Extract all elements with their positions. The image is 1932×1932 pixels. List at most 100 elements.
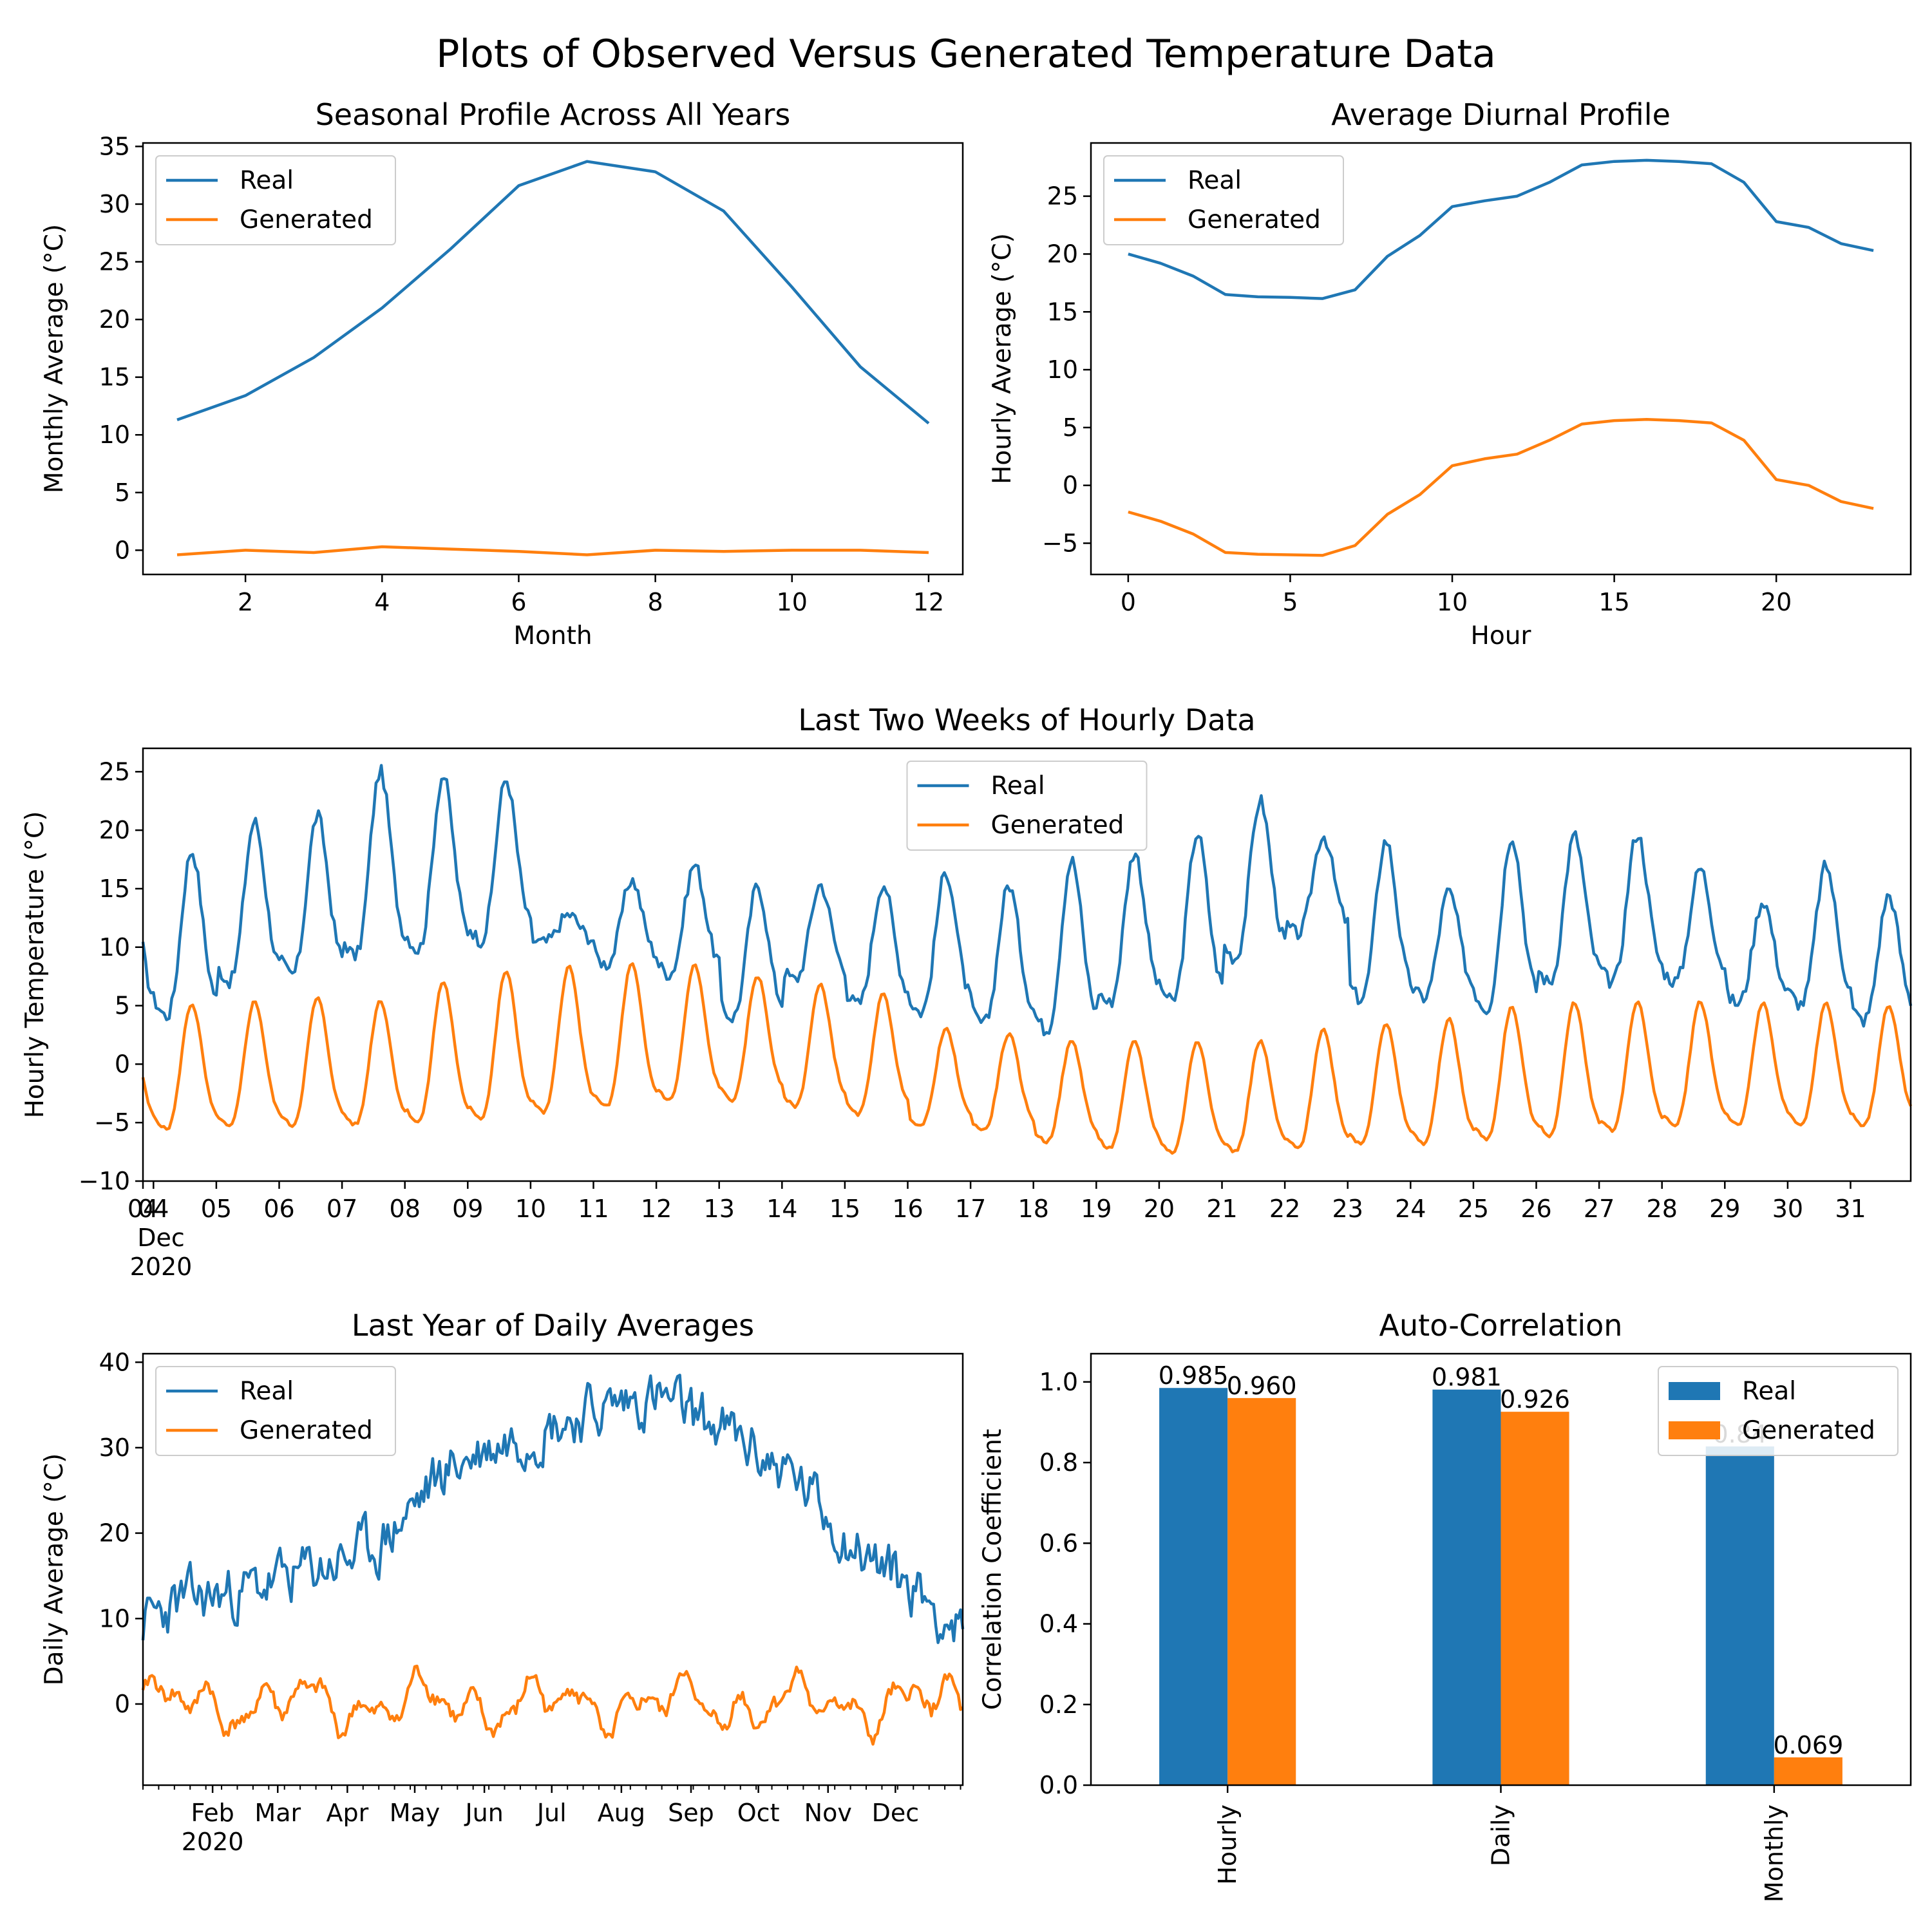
x-axis-label: Month [513, 621, 592, 650]
y-tick-label: 10 [99, 933, 130, 961]
legend-label: Generated [991, 811, 1124, 840]
x-tick-label: 0 [1121, 588, 1136, 616]
y-tick-label: 5 [115, 992, 130, 1020]
x-tick-label: Sep [668, 1799, 714, 1827]
x-tick-label: 10 [1437, 588, 1468, 616]
legend-label: Real [1188, 166, 1242, 195]
y-tick-label: 20 [99, 816, 130, 844]
x-tick-label: 07 [327, 1195, 357, 1223]
y-tick-label: 0.2 [1039, 1690, 1078, 1719]
y-tick-label: −10 [79, 1167, 130, 1195]
y-tick-label: 30 [99, 190, 130, 218]
series-line-generated [141, 1664, 964, 1746]
y-tick-label: 10 [1047, 355, 1078, 384]
y-tick-label: 40 [99, 1348, 130, 1376]
x-tick-label: 20 [1761, 588, 1792, 616]
x-tick-label: 10 [515, 1195, 546, 1223]
x-tick-month-label: Dec [137, 1224, 185, 1252]
chart-title: Auto-Correlation [1379, 1308, 1623, 1343]
legend-box [155, 1366, 396, 1456]
chart-title: Last Two Weeks of Hourly Data [798, 703, 1255, 737]
y-tick-label: 25 [99, 757, 130, 786]
y-tick-label: 0.8 [1039, 1448, 1078, 1477]
chart-hourly: Last Two Weeks of Hourly Data−10−5051015… [21, 703, 1913, 1281]
series-line-real [141, 1374, 965, 1644]
bar-generated-daily [1501, 1412, 1569, 1785]
bar-value-label: 0.981 [1432, 1363, 1502, 1392]
x-tick-label: 11 [578, 1195, 609, 1223]
x-tick-label: 4 [374, 588, 390, 616]
x-tick-label: Dec [872, 1799, 920, 1827]
x-tick-year-label: 2020 [182, 1828, 244, 1856]
legend-label: Generated [240, 205, 373, 234]
y-tick-label: 25 [99, 248, 130, 276]
legend: Real Generated [155, 155, 396, 245]
x-tick-label: 06 [263, 1195, 294, 1223]
x-tick-label: 15 [1598, 588, 1629, 616]
y-tick-label: 20 [99, 305, 130, 334]
y-tick-label: −5 [1042, 529, 1078, 558]
x-tick-label: 10 [777, 588, 808, 616]
legend: Real Generated [155, 1366, 396, 1456]
legend-label: Generated [1742, 1416, 1875, 1445]
x-tick-label: 09 [452, 1195, 483, 1223]
x-tick-label: 31 [1835, 1195, 1866, 1223]
x-tick-label: 6 [511, 588, 526, 616]
x-tick-label: Nov [804, 1799, 852, 1827]
x-tick-label: 05 [201, 1195, 232, 1223]
legend-box [906, 761, 1148, 851]
x-tick-label: 12 [641, 1195, 672, 1223]
y-tick-label: 30 [99, 1434, 130, 1462]
x-tick-label: 27 [1584, 1195, 1615, 1223]
x-tick-label: 20 [1144, 1195, 1175, 1223]
x-tick-label: Mar [254, 1799, 301, 1827]
y-tick-label: 10 [99, 1604, 130, 1633]
legend-box [1103, 155, 1344, 245]
legend-label: Generated [1188, 205, 1321, 234]
x-tick-label: 21 [1206, 1195, 1237, 1223]
x-tick-label: 24 [1395, 1195, 1426, 1223]
y-tick-label: 0 [115, 1690, 130, 1718]
x-tick-label: Jul [536, 1799, 567, 1827]
x-tick-label: Apr [327, 1799, 369, 1827]
x-tick-label: Aug [598, 1799, 645, 1827]
axes-frame [1090, 142, 1912, 576]
y-tick-label: −5 [94, 1108, 130, 1137]
axes-frame [1090, 1352, 1912, 1786]
y-tick-label: 25 [1047, 182, 1078, 211]
x-tick-label: 04 [128, 1195, 158, 1223]
y-axis-label: Correlation Coefficient [978, 1429, 1007, 1710]
x-tick-label: 2 [238, 588, 253, 616]
x-tick-label: Monthly [1760, 1804, 1788, 1902]
y-axis-label: Hourly Average (°C) [988, 233, 1017, 484]
chart-daily: Last Year of Daily Averages 0 10 20 30 40 Dail… [40, 1308, 965, 1856]
chart-diurnal: Average Diurnal Profile −5 0 5 10 15 20 25 0 5 10 1… [988, 97, 1912, 650]
legend: Real Generated [906, 761, 1148, 851]
y-tick-label: 0 [1063, 471, 1078, 500]
x-tick-label: 8 [648, 588, 663, 616]
chart-title: Average Diurnal Profile [1331, 97, 1671, 132]
x-tick-label: 14 [766, 1195, 797, 1223]
y-tick-label: 0.6 [1039, 1529, 1078, 1557]
x-tick-label: 30 [1772, 1195, 1803, 1223]
axes-frame [142, 747, 1912, 1182]
series-line-real [1128, 158, 1874, 300]
chart-seasonal: Seasonal Profile Across All Years 0 5 10 15 2… [40, 97, 964, 650]
series-line-generated [1128, 418, 1874, 557]
legend-swatch-real [1669, 1382, 1720, 1400]
legend-label: Generated [240, 1416, 373, 1445]
y-axis-label: Daily Average (°C) [40, 1454, 69, 1686]
bar-real-hourly [1159, 1388, 1228, 1785]
legend-label: Real [1742, 1377, 1796, 1406]
x-tick-label: 19 [1081, 1195, 1112, 1223]
y-tick-label: 1.0 [1039, 1368, 1078, 1396]
chart-title: Last Year of Daily Averages [352, 1308, 754, 1343]
bar-value-label: 0.069 [1773, 1731, 1843, 1759]
x-tick-label: Feb [191, 1799, 234, 1827]
x-tick-label: Daily [1487, 1804, 1515, 1866]
legend: Real Generated [1658, 1366, 1899, 1456]
x-tick-label: 12 [913, 588, 944, 616]
x-tick-label: 26 [1520, 1195, 1551, 1223]
x-tick-label: 17 [955, 1195, 986, 1223]
chart-title: Seasonal Profile Across All Years [316, 97, 791, 132]
